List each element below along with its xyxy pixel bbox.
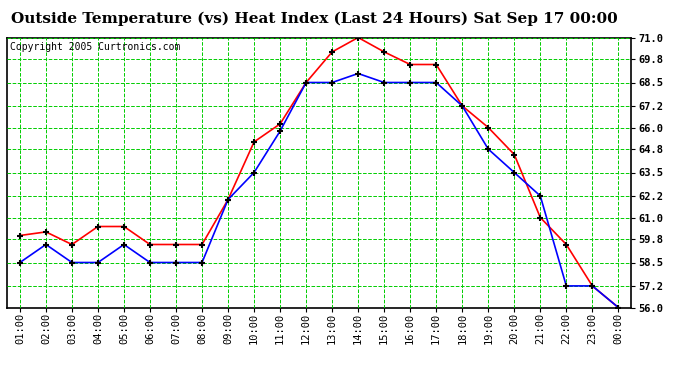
Text: Copyright 2005 Curtronics.com: Copyright 2005 Curtronics.com xyxy=(10,42,180,51)
Text: Outside Temperature (vs) Heat Index (Last 24 Hours) Sat Sep 17 00:00: Outside Temperature (vs) Heat Index (Las… xyxy=(10,11,618,26)
